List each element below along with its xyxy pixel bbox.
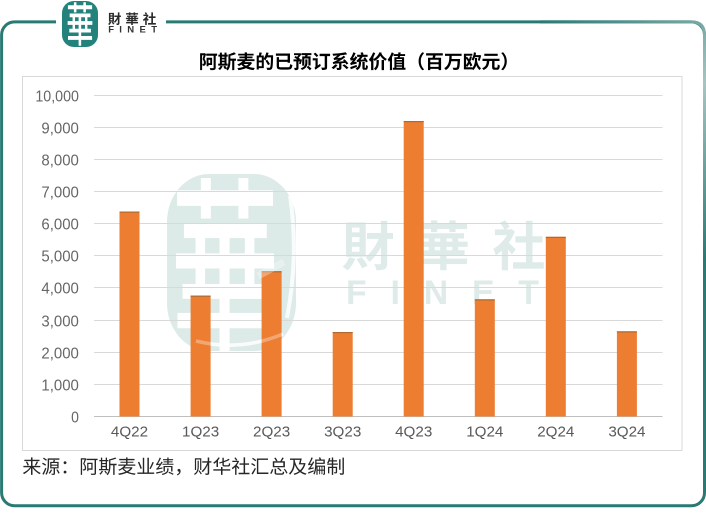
- svg-text:N: N: [127, 25, 134, 36]
- svg-text:3Q23: 3Q23: [324, 423, 361, 440]
- svg-text:3,000: 3,000: [41, 314, 79, 331]
- svg-text:8,000: 8,000: [41, 153, 79, 170]
- svg-text:2Q24: 2Q24: [537, 423, 574, 440]
- svg-text:3Q24: 3Q24: [608, 423, 645, 440]
- svg-text:F: F: [346, 274, 367, 312]
- svg-text:T: T: [151, 25, 157, 36]
- svg-text:T: T: [518, 274, 539, 312]
- svg-text:1Q24: 1Q24: [466, 423, 503, 440]
- svg-text:4,000: 4,000: [41, 281, 79, 298]
- svg-text:F: F: [108, 25, 114, 36]
- svg-text:1,000: 1,000: [41, 378, 79, 395]
- svg-text:I: I: [391, 274, 400, 312]
- svg-text:N: N: [424, 274, 448, 312]
- svg-text:2,000: 2,000: [41, 346, 79, 363]
- svg-text:I: I: [119, 25, 122, 36]
- svg-text:4Q23: 4Q23: [395, 423, 432, 440]
- svg-text:1Q23: 1Q23: [182, 423, 219, 440]
- svg-text:5,000: 5,000: [41, 249, 79, 266]
- svg-text:10,000: 10,000: [35, 89, 79, 106]
- svg-text:2Q23: 2Q23: [253, 423, 290, 440]
- svg-text:7,000: 7,000: [41, 185, 79, 202]
- svg-text:E: E: [140, 25, 146, 36]
- svg-text:9,000: 9,000: [41, 121, 79, 138]
- svg-text:0: 0: [71, 410, 79, 427]
- svg-text:6,000: 6,000: [41, 217, 79, 234]
- svg-text:4Q22: 4Q22: [111, 423, 148, 440]
